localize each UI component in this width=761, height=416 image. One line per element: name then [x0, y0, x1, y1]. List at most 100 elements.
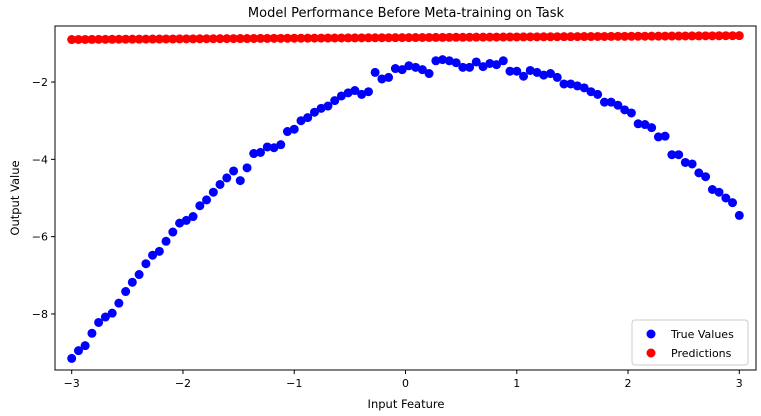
- prediction-point: [606, 31, 616, 41]
- prediction-point: [316, 33, 326, 43]
- true-value-point: [451, 58, 461, 68]
- x-tick-label: −2: [175, 377, 191, 390]
- true-value-point: [714, 187, 724, 197]
- true-value-point: [728, 198, 738, 208]
- prediction-point: [350, 33, 360, 43]
- true-value-point: [148, 250, 158, 260]
- legend-frame: [631, 319, 749, 366]
- prediction-point: [613, 31, 623, 41]
- prediction-point: [235, 34, 245, 44]
- prediction-point: [175, 34, 185, 44]
- true-value-point: [330, 96, 340, 106]
- prediction-point: [674, 31, 684, 41]
- true-value-point: [620, 105, 630, 115]
- true-value-point: [613, 100, 623, 110]
- true-value-point: [256, 147, 266, 157]
- true-value-point: [323, 101, 333, 111]
- true-value-point: [667, 150, 677, 160]
- prediction-point: [471, 32, 481, 42]
- prediction-point: [572, 32, 582, 42]
- true-value-point: [492, 60, 502, 70]
- true-value-point: [647, 123, 657, 133]
- true-value-point: [701, 172, 711, 182]
- true-value-point: [94, 317, 104, 327]
- true-value-point: [471, 57, 481, 67]
- true-value-point: [289, 124, 299, 134]
- prediction-point: [728, 31, 738, 41]
- prediction-point: [532, 32, 542, 42]
- prediction-point: [242, 34, 252, 44]
- true-value-point: [316, 103, 326, 113]
- prediction-point: [431, 32, 441, 42]
- true-value-point: [660, 131, 670, 141]
- true-value-point: [653, 132, 663, 142]
- true-value-point: [390, 64, 400, 74]
- prediction-point: [485, 32, 495, 42]
- prediction-point: [397, 33, 407, 43]
- true-value-point: [114, 298, 124, 308]
- true-value-point: [552, 72, 562, 82]
- true-value-point: [572, 81, 582, 91]
- prediction-point: [424, 32, 434, 42]
- prediction-point: [323, 33, 333, 43]
- prediction-point: [478, 32, 488, 42]
- prediction-point: [579, 32, 589, 42]
- x-axis: −3 −2 −1 0 1 2 3: [64, 370, 743, 390]
- prediction-point: [438, 32, 448, 42]
- true-value-point: [599, 97, 609, 107]
- prediction-point: [653, 31, 663, 41]
- prediction-point: [195, 34, 205, 44]
- y-axis: −8 −6 −4 −2: [32, 76, 55, 321]
- true-value-point: [303, 113, 313, 123]
- prediction-point: [363, 33, 373, 43]
- prediction-point: [276, 33, 286, 43]
- prediction-point: [256, 33, 266, 43]
- prediction-point: [161, 34, 171, 44]
- prediction-point: [249, 33, 259, 43]
- prediction-point: [370, 33, 380, 43]
- prediction-point: [734, 31, 744, 41]
- true-value-point: [269, 143, 279, 153]
- prediction-point: [100, 34, 110, 44]
- prediction-point: [188, 34, 198, 44]
- true-value-point: [465, 62, 475, 72]
- prediction-point: [229, 34, 239, 44]
- x-axis-label: Input Feature: [368, 397, 445, 411]
- plot-area: [54, 25, 757, 371]
- true-value-point: [276, 140, 286, 150]
- prediction-point: [330, 33, 340, 43]
- true-value-point: [397, 65, 407, 75]
- true-value-point: [545, 69, 555, 79]
- y-tick-label: −8: [32, 308, 48, 321]
- prediction-point: [701, 31, 711, 41]
- true-value-point: [485, 58, 495, 68]
- prediction-point: [67, 35, 77, 45]
- y-axis-label: Output Value: [8, 160, 22, 235]
- prediction-point: [599, 31, 609, 41]
- true-value-point: [87, 328, 97, 338]
- prediction-point: [525, 32, 535, 42]
- true-value-point: [161, 236, 171, 246]
- true-value-point: [444, 56, 454, 66]
- true-value-point: [208, 187, 218, 197]
- prediction-point: [680, 31, 690, 41]
- true-value-point: [73, 346, 83, 356]
- prediction-point: [114, 34, 124, 44]
- prediction-point: [154, 34, 164, 44]
- prediction-point: [148, 34, 158, 44]
- true-value-point: [633, 119, 643, 129]
- true-value-point: [121, 287, 131, 297]
- true-value-point: [357, 89, 367, 99]
- prediction-point: [545, 32, 555, 42]
- true-value-point: [458, 62, 468, 72]
- prediction-point: [343, 33, 353, 43]
- true-value-point: [579, 83, 589, 93]
- true-value-point: [100, 312, 110, 322]
- true-value-point: [626, 108, 636, 118]
- true-value-point: [80, 341, 90, 351]
- prediction-point: [384, 33, 394, 43]
- prediction-point: [586, 32, 596, 42]
- prediction-point: [667, 31, 677, 41]
- prediction-point: [539, 32, 549, 42]
